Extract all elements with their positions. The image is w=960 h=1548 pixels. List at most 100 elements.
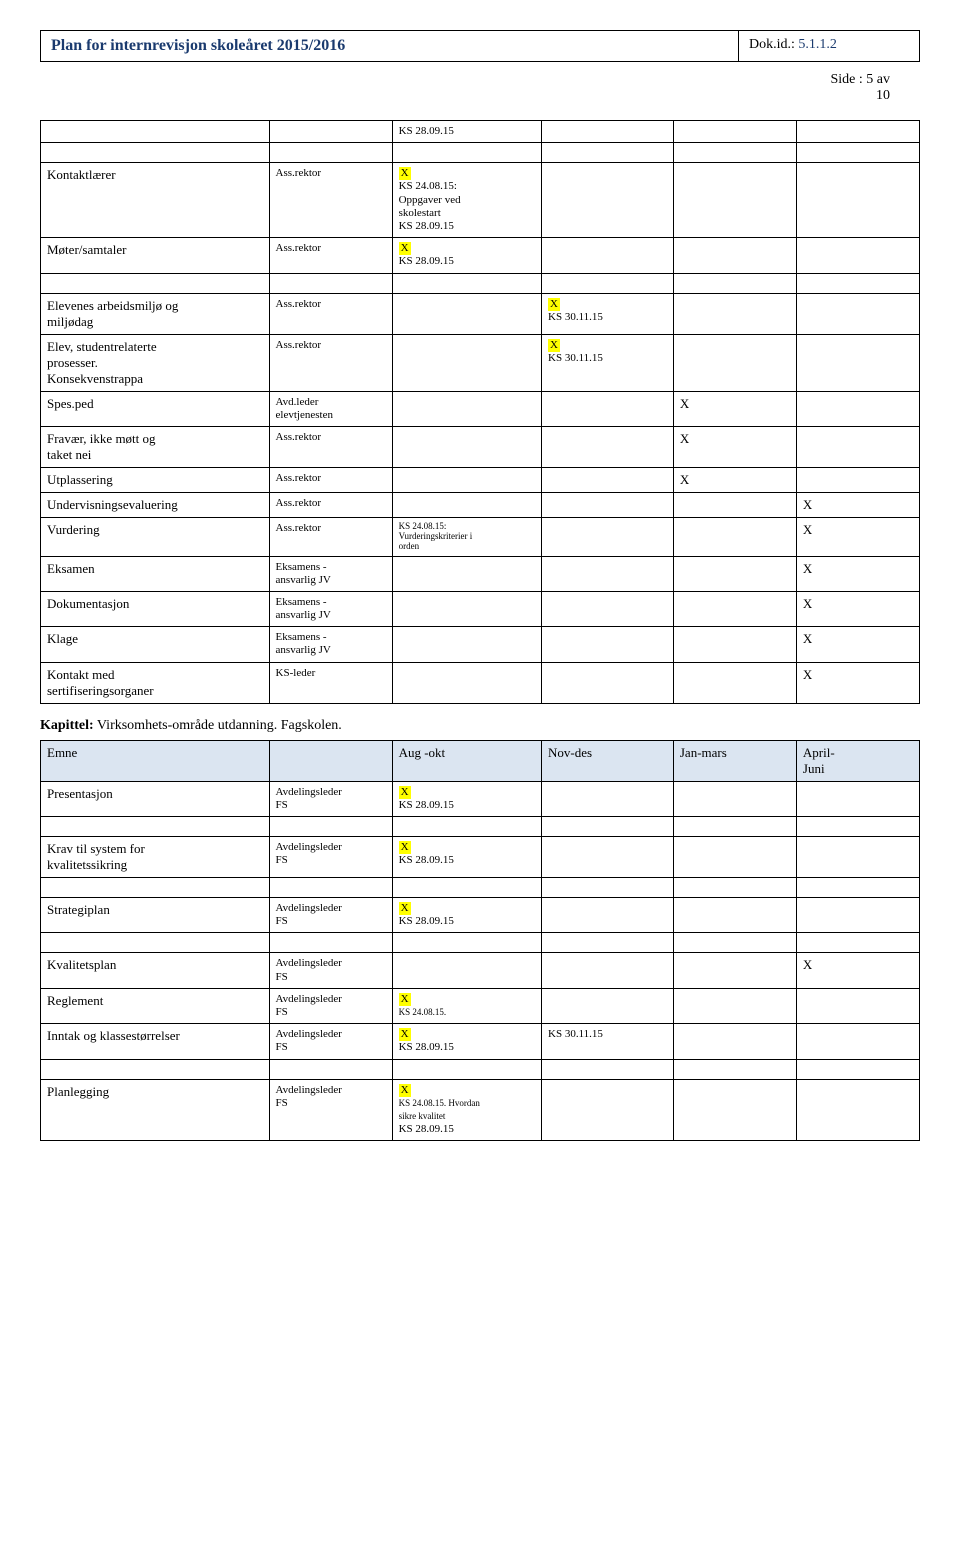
table-row: Kvalitetsplan AvdelingslederFS X (41, 953, 920, 988)
table-section-1: KS 28.09.15 Kontaktlærer Ass.rektor X KS… (40, 120, 920, 704)
emne-cell: Undervisningsevaluering (41, 492, 270, 517)
dok-val: 5.1.1.2 (798, 37, 837, 52)
table-row: Fravær, ikke møtt ogtaket nei Ass.rektor… (41, 426, 920, 467)
emne-cell: Vurdering (41, 517, 270, 556)
resp-cell: Ass.rektor (269, 467, 392, 492)
table-row: Presentasjon AvdelingslederFS XKS 28.09.… (41, 781, 920, 816)
table-row: Strategiplan AvdelingslederFS XKS 28.09.… (41, 898, 920, 933)
col-header: Nov-des (542, 740, 674, 781)
hl-x: X (399, 841, 411, 854)
resp-cell: elevtjenesten (276, 409, 333, 421)
resp-cell: FS (276, 1097, 288, 1109)
x-cell: X (796, 953, 919, 988)
note: orden (399, 541, 420, 551)
hl-x: X (399, 242, 411, 255)
ks-text: KS 24.08.15: (399, 180, 457, 192)
table-row: Elevenes arbeidsmiljø ogmiljødag Ass.rek… (41, 293, 920, 334)
kap-label: Kapittel: (40, 718, 94, 733)
table-row: Krav til system forkvalitetssikring Avde… (41, 837, 920, 878)
table-row (41, 933, 920, 953)
emne-cell: Konsekvenstrappa (47, 371, 143, 386)
page-line2: 10 (876, 88, 890, 103)
ks-text: KS 24.08.15. (399, 1007, 447, 1017)
note: Oppgaver ved (399, 194, 461, 206)
emne-cell: Spes.ped (41, 391, 270, 426)
hl-x: X (548, 339, 560, 352)
emne-cell: Kontakt med (47, 667, 115, 682)
resp-cell: FS (276, 1006, 288, 1018)
emne-cell: Reglement (41, 988, 270, 1023)
resp-cell: Avdelingsleder (276, 841, 342, 853)
emne-cell: Presentasjon (41, 781, 270, 816)
table-row: KS 28.09.15 (41, 121, 920, 143)
x-cell: X (796, 492, 919, 517)
doc-id: Dok.id.: 5.1.1.2 (739, 31, 919, 61)
emne-cell: kvalitetssikring (47, 857, 127, 872)
table-row (41, 1059, 920, 1079)
section-heading: Kapittel: Virksomhets-område utdanning. … (40, 718, 920, 734)
resp-cell: Eksamens - (276, 596, 327, 608)
resp-cell: Ass.rektor (269, 163, 392, 238)
table-row (41, 878, 920, 898)
emne-cell: Utplassering (41, 467, 270, 492)
doc-title: Plan for internrevisjon skoleåret 2015/2… (41, 31, 739, 61)
ks-text: KS 24.08.15: (399, 521, 447, 531)
emne-cell: Kvalitetsplan (41, 953, 270, 988)
resp-cell: Avdelingsleder (276, 1084, 342, 1096)
hl-x: X (399, 902, 411, 915)
hl-x: X (399, 1084, 411, 1097)
emne-cell: Fravær, ikke møtt og (47, 431, 156, 446)
table-row: Eksamen Eksamens -ansvarlig JV X (41, 556, 920, 591)
emne-cell: Eksamen (41, 556, 270, 591)
ks-text: KS 28.09.15 (399, 1123, 454, 1135)
resp-cell: Avdelingsleder (276, 993, 342, 1005)
resp-cell: FS (276, 1041, 288, 1053)
ks-text: KS 30.11.15 (548, 352, 603, 364)
table-header-row: Emne Aug -okt Nov-des Jan-mars April-Jun… (41, 740, 920, 781)
resp-cell: Eksamens - (276, 631, 327, 643)
emne-cell: Elevenes arbeidsmiljø og (47, 298, 178, 313)
resp-cell: Avdelingsleder (276, 902, 342, 914)
resp-cell: Ass.rektor (269, 492, 392, 517)
resp-cell: Ass.rektor (269, 238, 392, 273)
emne-cell: Klage (41, 627, 270, 662)
x-cell: X (673, 391, 796, 426)
resp-cell: Avdelingsleder (276, 786, 342, 798)
ks-text: KS 28.09.15 (399, 125, 454, 137)
x-cell: X (673, 467, 796, 492)
ks-text: KS 28.09.15 (399, 915, 454, 927)
ks-text: KS 24.08.15. Hvordan (399, 1098, 480, 1108)
hl-x: X (399, 167, 411, 180)
header-box: Plan for internrevisjon skoleåret 2015/2… (40, 30, 920, 62)
table-row (41, 143, 920, 163)
ks-text: KS 28.09.15 (399, 1041, 454, 1053)
ks-text: KS 28.09.15 (399, 255, 454, 267)
emne-cell: Planlegging (41, 1079, 270, 1141)
emne-cell: Kontaktlærer (41, 163, 270, 238)
emne-cell: Møter/samtaler (41, 238, 270, 273)
resp-cell: FS (276, 854, 288, 866)
table-row: Vurdering Ass.rektor KS 24.08.15:Vurderi… (41, 517, 920, 556)
table-row: Spes.ped Avd.lederelevtjenesten X (41, 391, 920, 426)
resp-cell: ansvarlig JV (276, 609, 331, 621)
table-row: Kontaktlærer Ass.rektor X KS 24.08.15: O… (41, 163, 920, 238)
kap-text: Virksomhets-område utdanning. Fagskolen. (94, 718, 342, 733)
table-row (41, 817, 920, 837)
ks-text: KS 28.09.15 (399, 220, 454, 232)
col-header: Juni (803, 761, 825, 776)
resp-cell: KS-leder (269, 662, 392, 703)
note: sikre kvalitet (399, 1111, 446, 1121)
resp-cell: FS (276, 799, 288, 811)
table-row: Møter/samtaler Ass.rektor X KS 28.09.15 (41, 238, 920, 273)
emne-cell: miljødag (47, 314, 93, 329)
hl-x: X (399, 786, 411, 799)
resp-cell: Ass.rektor (269, 426, 392, 467)
ks-text: KS 30.11.15 (548, 311, 603, 323)
table-section-2: Emne Aug -okt Nov-des Jan-mars April-Jun… (40, 740, 920, 1142)
emne-cell: sertifiseringsorganer (47, 683, 154, 698)
ks-text: KS 28.09.15 (399, 854, 454, 866)
table-row (41, 273, 920, 293)
resp-cell: Ass.rektor (269, 517, 392, 556)
x-cell: X (796, 517, 919, 556)
table-row: Elev, studentrelaterteprosesser.Konsekve… (41, 334, 920, 391)
